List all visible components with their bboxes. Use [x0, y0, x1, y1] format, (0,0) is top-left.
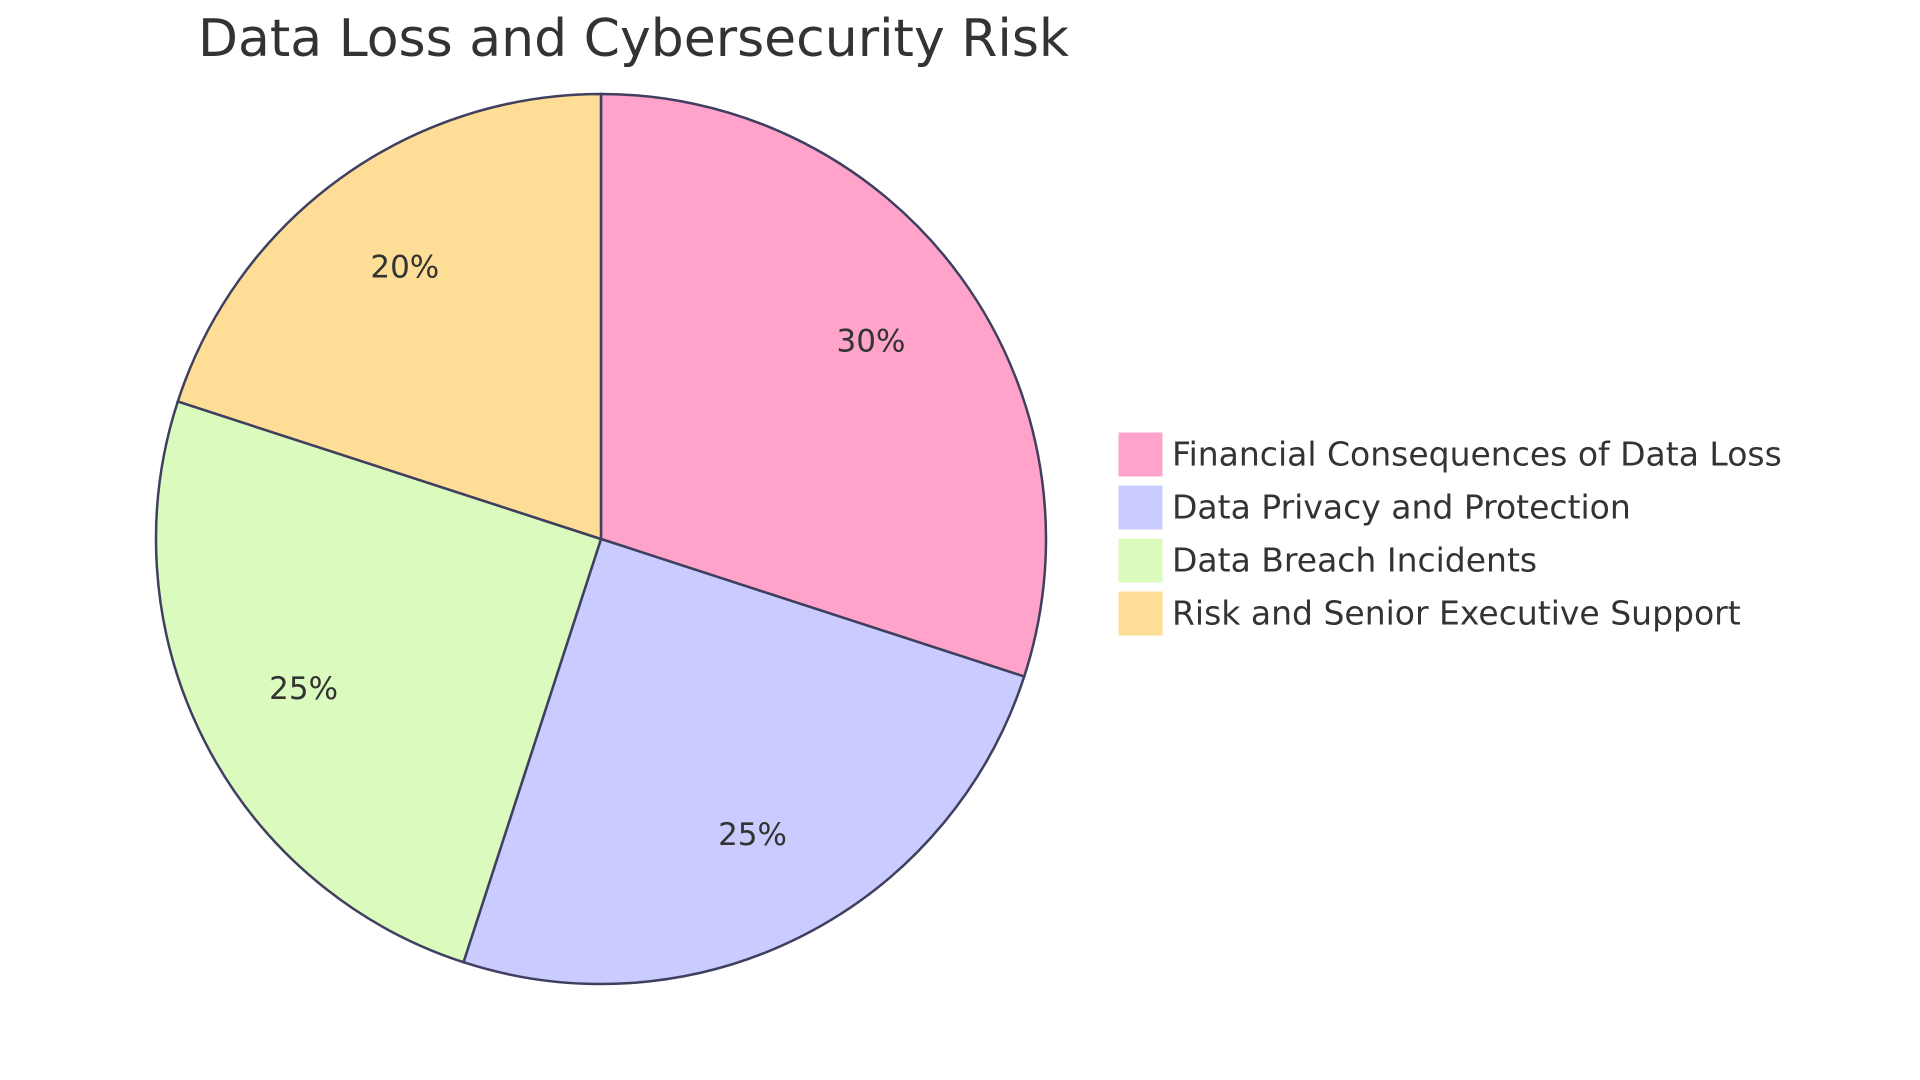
slice-label: 30% — [837, 323, 906, 359]
slice-label: 25% — [718, 817, 787, 853]
pie-slice — [599, 92, 1048, 679]
legend-label: Data Privacy and Protection — [1172, 488, 1631, 527]
pie-slice — [176, 92, 603, 541]
legend-swatch — [1117, 590, 1164, 637]
slice-label: 20% — [370, 249, 439, 285]
chart-title: Data Loss and Cybersecurity Risk — [198, 9, 1069, 69]
legend-label: Financial Consequences of Data Loss — [1172, 435, 1782, 474]
slice-label: 25% — [269, 671, 338, 707]
legend-label: Data Breach Incidents — [1172, 541, 1537, 580]
legend-swatch — [1117, 431, 1164, 478]
pie-slice — [461, 537, 1026, 986]
legend-swatch — [1117, 537, 1164, 584]
pie-slice — [154, 399, 603, 964]
legend-swatch — [1117, 484, 1164, 531]
legend-label: Risk and Senior Executive Support — [1172, 594, 1741, 633]
